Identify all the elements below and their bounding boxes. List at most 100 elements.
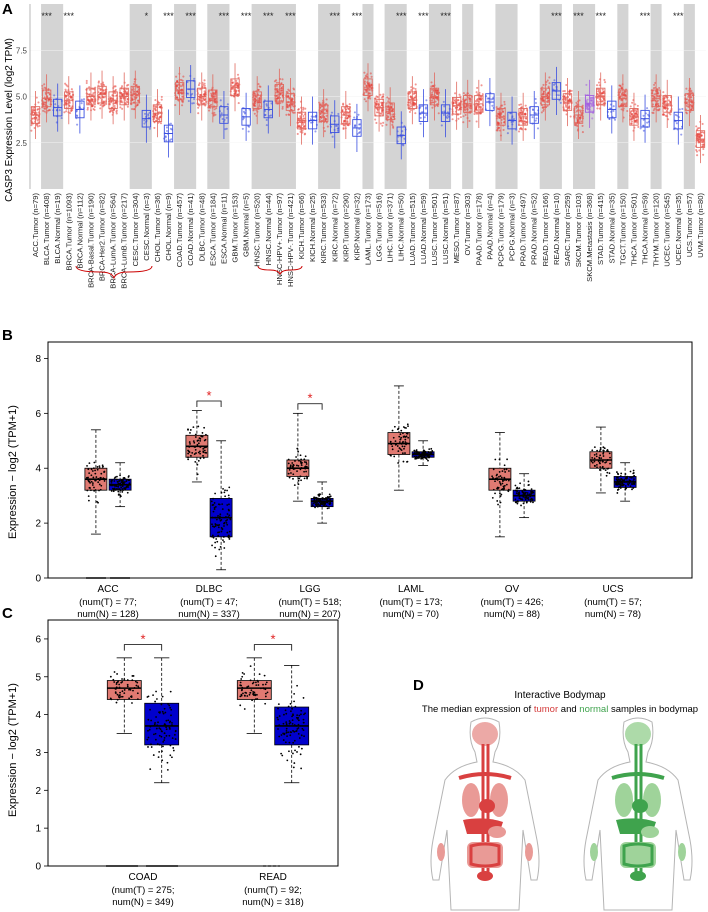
stomach-organ [641,826,659,838]
panel-c-point [117,680,120,682]
panel-b-point [197,459,200,462]
panel-a-point [121,93,124,96]
panel-c-point [119,694,121,696]
panel-b-point [624,485,627,487]
panel-b-point [317,497,320,500]
panel-c-point [246,695,249,697]
panel-a-point [364,74,367,77]
panel-b-point [219,545,222,548]
panel-a-point [598,97,601,100]
panel-a-point [430,88,433,91]
panel-c-point [298,714,301,717]
panel-a-point [598,89,601,92]
panel-b-point [194,446,196,449]
panel-c-point [290,710,292,713]
panel-a-point [91,105,94,108]
panel-a-point [293,111,296,114]
panel-a-point [70,88,73,91]
panel-c-point [126,683,129,686]
panel-b-point [223,547,226,549]
panel-c-point [302,729,305,731]
panel-a-point [64,101,68,104]
panel-c-point [165,728,168,731]
bodymap-tumor-figure[interactable] [430,717,540,911]
panel-a-point [479,97,482,100]
bodymap-normal-figure[interactable] [583,717,693,911]
panel-a-xtick: ESCA.Normal (n=11) [219,193,228,264]
panel-b-point [191,451,194,454]
panel-a-point [113,85,116,88]
panel-a-point [619,84,622,87]
panel-a-xtick: PAAD.Normal (n=4) [485,193,494,260]
panel-a-point [653,95,656,99]
panel-b-point [615,482,618,485]
panel-a-point [646,107,649,110]
panel-a-point [297,125,300,128]
panel-b-point [195,452,197,454]
panel-b-point [633,478,635,481]
panel-a-point [474,105,477,109]
panel-b-point [116,475,118,478]
panel-b-point [200,435,203,438]
panel-a-point [495,106,498,109]
panel-b-point [194,436,197,438]
panel-b-point [622,483,625,486]
panel-b-chart: Expression − log2 (TPM+1) 02468ACC(num(T… [7,341,693,620]
panel-a-point [105,102,108,106]
panel-b-point [626,483,629,485]
panel-b-point [515,492,518,494]
panel-b-point [123,477,126,479]
panel-b-frame [47,341,693,579]
panel-a-xtick: HNSC.Normal (n=44) [264,193,273,266]
panel-a-point [47,91,50,94]
panel-a-xtick: THYM.Tumor (n=120) [652,193,661,267]
panel-a-point [157,117,160,120]
panel-b-point [199,457,202,460]
panel-a-point [468,119,471,123]
panel-b-point [214,516,217,519]
intestine-organ [620,842,656,868]
panel-a-point [412,97,415,100]
panel-a-point [357,113,360,116]
panel-a-point [92,92,95,95]
panel-c-point [292,741,295,744]
panel-a-point [347,124,350,127]
panel-c-point [241,686,244,689]
panel-b-point [623,479,625,482]
panel-a-point [170,138,173,141]
panel-a-point [598,107,601,110]
panel-b-point [401,452,404,455]
panel-a-point [296,132,299,136]
panel-a-point [148,127,151,130]
panel-a-point [576,125,579,128]
arm-tissue-right [525,843,533,861]
panel-b-point [114,489,117,491]
panel-b-point [227,536,230,539]
panel-b-point [226,523,229,526]
panel-b-point [427,451,430,454]
panel-a-point [153,105,156,108]
panel-b-point [428,455,431,458]
panel-b-point [94,479,97,482]
panel-b-point [304,465,307,468]
panel-b-point [296,447,299,450]
panel-b-point [621,480,624,482]
panel-c-point [293,762,296,764]
panel-c-point [249,691,252,694]
panel-a-point [275,87,278,90]
panel-a-sig: *** [640,11,651,21]
panel-a-point [304,107,307,110]
panel-a-point [30,124,33,127]
panel-a-point [43,83,46,86]
stomach-organ [488,826,506,838]
panel-b-point [323,503,326,506]
panel-c-point [285,729,288,732]
panel-b-point [599,448,602,451]
panel-a-point [431,99,434,102]
panel-a-point [364,76,367,79]
panel-a-point [126,105,129,108]
panel-b-point [596,449,599,452]
panel-a-point [570,89,573,92]
panel-b-point [492,488,495,491]
panel-a-point [519,111,522,114]
